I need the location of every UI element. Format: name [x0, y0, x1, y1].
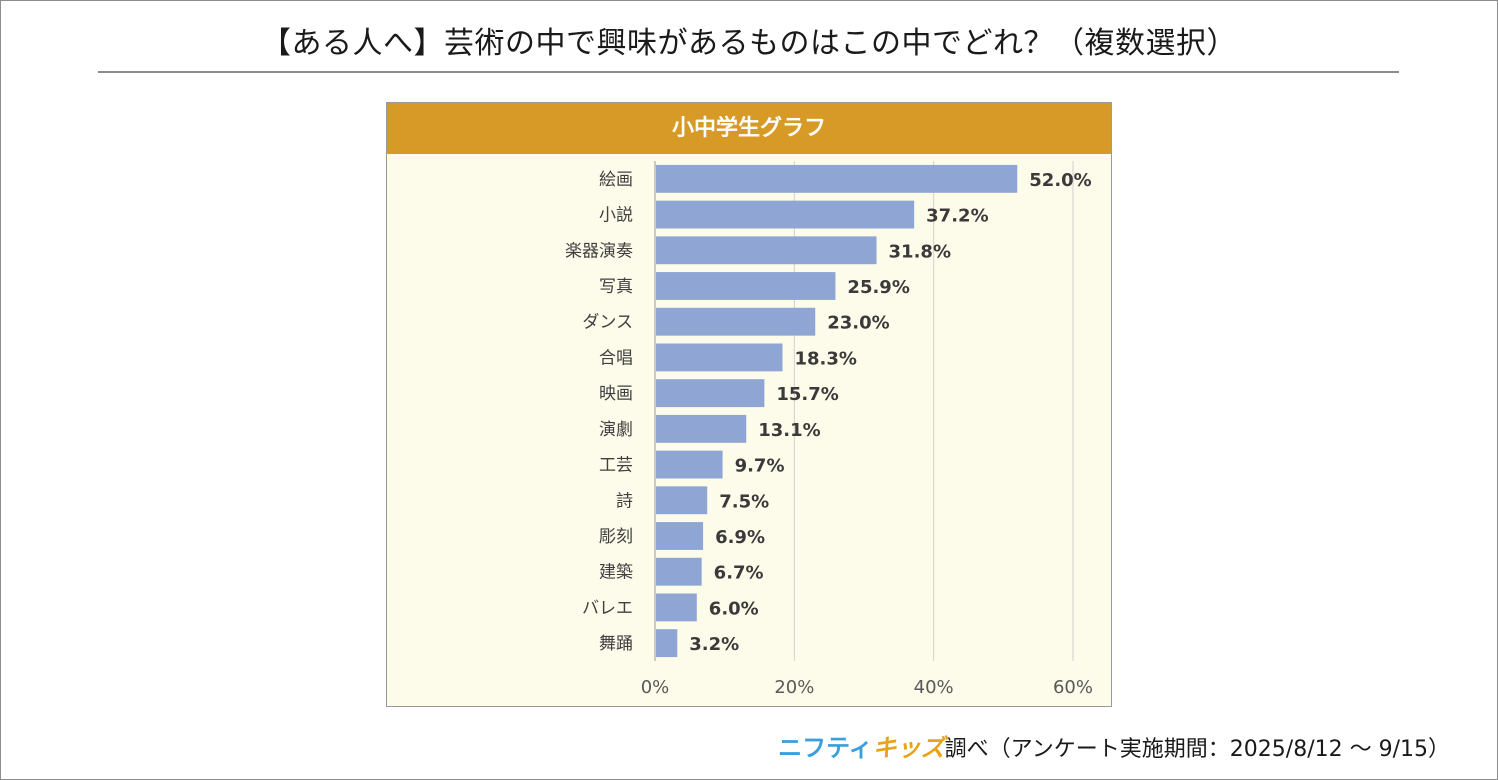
value-label: 52.0% [1029, 170, 1091, 191]
value-label: 6.0% [709, 598, 759, 619]
bar [656, 343, 783, 372]
bar [656, 450, 723, 479]
category-label: ダンス [582, 313, 633, 333]
value-label: 6.7% [714, 563, 764, 584]
value-label: 7.5% [719, 491, 769, 512]
category-label: 詩 [616, 491, 633, 511]
brand-kids: キッズ [872, 734, 945, 762]
category-label: 小説 [599, 206, 633, 226]
labels: 0% 20% 40% 60% 絵画 52.0% 小説 37.2% 楽器演奏 31.8% 写真 25.9… [565, 170, 1093, 698]
bars [656, 164, 1018, 658]
category-label: 建築 [599, 563, 633, 583]
brand-nifty: ニフティ [778, 734, 873, 762]
x-tick-label: 0% [641, 677, 670, 698]
x-tick-label: 20% [774, 677, 814, 698]
value-label: 13.1% [758, 420, 820, 441]
category-label: 楽器演奏 [565, 241, 633, 261]
category-label: 舞踊 [599, 634, 633, 654]
chart-panel: 小中学生グラフ 0% 20% 40% 60% 絵画 52.0% 小説 37.2% 楽器演奏 31.… [386, 102, 1112, 707]
value-label: 25.9% [847, 277, 909, 298]
value-label: 3.2% [689, 634, 739, 655]
category-label: 絵画 [599, 170, 633, 190]
category-label: 彫刻 [599, 527, 633, 547]
x-tick-label: 60% [1053, 677, 1093, 698]
value-label: 6.9% [715, 527, 765, 548]
value-label: 18.3% [794, 348, 856, 369]
bar [656, 236, 877, 265]
title-divider [98, 71, 1399, 73]
bar-chart: 0% 20% 40% 60% 絵画 52.0% 小説 37.2% 楽器演奏 31.8% 写真 25.9… [565, 161, 1093, 698]
grid-lines [654, 161, 1074, 661]
bar [656, 272, 836, 300]
bar [656, 557, 702, 586]
bar [656, 593, 697, 622]
page-title: 【ある人へ】芸術の中で興味があるものはこの中でどれ？（複数選択） [261, 26, 1237, 61]
source-note: ニフティキッズ調べ（アンケート実施期間：2025/8/12 ～ 9/15） [778, 728, 1450, 763]
value-label: 15.7% [776, 384, 838, 405]
category-label: 工芸 [599, 456, 633, 476]
x-tick-label: 40% [914, 677, 954, 698]
value-label: 9.7% [735, 456, 785, 477]
bar [656, 200, 915, 229]
chart-title: 小中学生グラフ [387, 103, 1111, 154]
bar [656, 629, 678, 658]
bar [656, 164, 1018, 193]
bar [656, 307, 816, 336]
category-label: 映画 [599, 384, 633, 404]
value-label: 31.8% [889, 241, 951, 262]
bar [656, 414, 747, 443]
category-label: バレエ [582, 598, 633, 618]
value-label: 37.2% [926, 206, 988, 227]
value-label: 23.0% [827, 313, 889, 334]
category-label: 合唱 [599, 348, 633, 368]
category-label: 写真 [599, 277, 633, 297]
bar [656, 486, 708, 515]
bar [656, 522, 704, 550]
category-label: 演劇 [599, 420, 633, 440]
survey-period-text: 調べ（アンケート実施期間：2025/8/12 ～ 9/15） [944, 737, 1450, 762]
bar [656, 379, 765, 408]
